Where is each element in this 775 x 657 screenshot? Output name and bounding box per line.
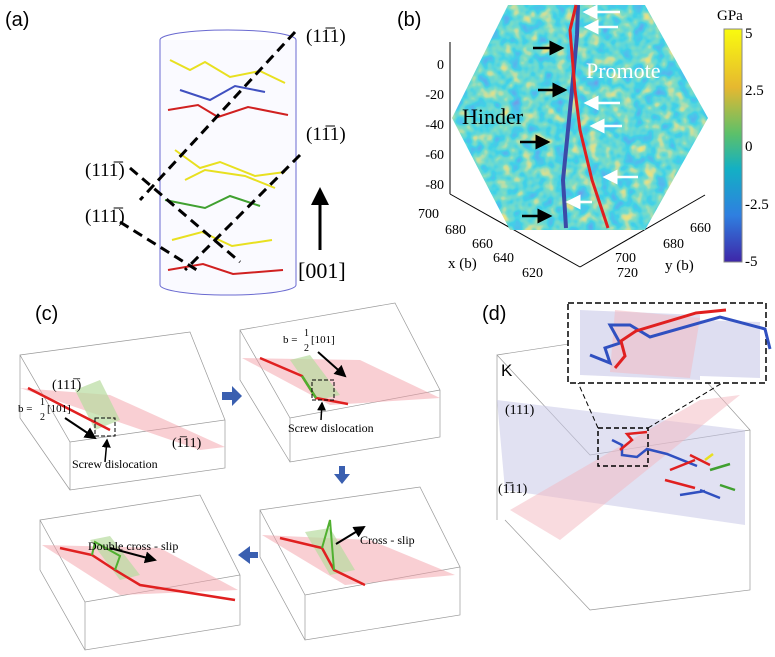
colorbar-tick: 2.5 xyxy=(745,83,764,99)
colorbar-tick: -2.5 xyxy=(745,197,769,213)
axes-3d xyxy=(449,42,706,268)
step-2-box xyxy=(239,302,441,463)
y-tick: 680 xyxy=(663,237,684,252)
burgers-denominator: 2 xyxy=(304,343,309,354)
burgers-numerator: 1 xyxy=(40,397,45,408)
x-tick: 640 xyxy=(493,251,514,266)
burgers-numerator: 1 xyxy=(304,328,309,339)
stress-map xyxy=(452,5,708,230)
plane-label: (1̅11) xyxy=(498,482,528,497)
z-tick: 0 xyxy=(437,58,444,73)
plane-label: (111̅) xyxy=(85,206,125,227)
promote-label: Promote xyxy=(586,58,661,83)
screw-label: Screw dislocation xyxy=(288,421,374,435)
double-cross-slip-arrow xyxy=(109,547,157,564)
slip-planes xyxy=(119,30,302,274)
burgers-vector: [101] xyxy=(47,403,71,415)
step-1-box xyxy=(19,331,226,491)
panel-b-label: (b) xyxy=(397,9,421,31)
screw-arrow xyxy=(101,438,111,463)
plane-label: (111̅) xyxy=(85,160,125,181)
step-4-box xyxy=(39,494,241,651)
arrow-right-icon xyxy=(222,386,242,406)
panel-b: (b) Hinder Promote 0 -20 -40 -60 -80 700 68… xyxy=(397,4,769,281)
burgers-b: b = xyxy=(18,403,32,415)
burgers-denominator: 2 xyxy=(40,412,45,423)
corner-label: K xyxy=(501,361,513,380)
panel-c: (c) (111̅) (1̅11) b = 1 2 [101] Screw di… xyxy=(18,302,461,651)
plane-label: (111) xyxy=(505,403,535,418)
x-tick: 620 xyxy=(522,266,543,281)
zoom-inset xyxy=(567,302,772,384)
burgers-arrow xyxy=(64,417,97,440)
x-tick: 700 xyxy=(418,207,439,222)
double-cross-slip-label: Double cross - slip xyxy=(88,539,178,553)
plane-1bar11 xyxy=(510,395,740,540)
burgers-vector: [101] xyxy=(311,334,335,346)
burgers-b: b = xyxy=(283,334,297,346)
panel-a-label: (a) xyxy=(5,9,29,31)
direction-label: [001] xyxy=(298,258,346,283)
dislocation-segments xyxy=(611,430,736,500)
plane-label: (1̅11) xyxy=(172,436,202,451)
screw-arrow xyxy=(317,401,327,421)
blue-dislocation-line xyxy=(560,4,580,229)
plane-label: (111̅) xyxy=(52,378,82,393)
y-tick: 660 xyxy=(690,221,711,236)
plane-label: (11̅1) xyxy=(306,124,346,145)
colorbar-tick: 0 xyxy=(745,139,753,155)
screw-label: Screw dislocation xyxy=(72,457,158,471)
colorbar-unit: GPa xyxy=(717,8,743,24)
colorbar-tick: 5 xyxy=(745,26,753,42)
cross-slip-label: Cross - slip xyxy=(360,533,415,547)
x-tick: 680 xyxy=(445,223,466,238)
zoom-lines xyxy=(567,359,761,429)
colorbar-ticks: 5 2.5 0 -2.5 -5 xyxy=(745,26,769,270)
promote-arrows xyxy=(565,4,638,210)
hinder-arrows xyxy=(520,40,568,224)
panel-c-label: (c) xyxy=(35,303,58,325)
colorbar-tick: -5 xyxy=(745,254,758,270)
burgers-arrow xyxy=(317,351,347,378)
x-tick: 660 xyxy=(472,237,493,252)
z-tick: -20 xyxy=(425,88,444,103)
colorbar xyxy=(723,28,743,263)
hinder-label: Hinder xyxy=(462,104,524,129)
panel-a: (a) (11̅1) (11̅1) (111̅) (111̅) [001] xyxy=(5,9,346,296)
dislocation-cylinder xyxy=(159,29,297,296)
z-tick: -40 xyxy=(425,118,444,133)
y-axis-label: y (b) xyxy=(665,258,694,274)
step-3-box xyxy=(259,486,461,641)
y-tick: 700 xyxy=(615,251,636,266)
zoom-region xyxy=(597,427,649,467)
z-ticks: 0 -20 -40 -60 -80 xyxy=(425,58,444,193)
z-tick: -60 xyxy=(425,148,444,163)
y-tick: 720 xyxy=(617,266,638,281)
cross-slip-arrow xyxy=(335,525,366,545)
x-axis-label: x (b) xyxy=(448,256,477,272)
panel-d-label: (d) xyxy=(482,303,506,325)
plane-label: (11̅1) xyxy=(306,26,346,47)
arrow-down-icon xyxy=(334,466,350,484)
arrow-left-icon xyxy=(238,546,258,564)
panel-d: (d) K (111) (1̅11) xyxy=(482,302,772,611)
red-dislocation-line xyxy=(568,4,610,229)
z-tick: -80 xyxy=(425,178,444,193)
